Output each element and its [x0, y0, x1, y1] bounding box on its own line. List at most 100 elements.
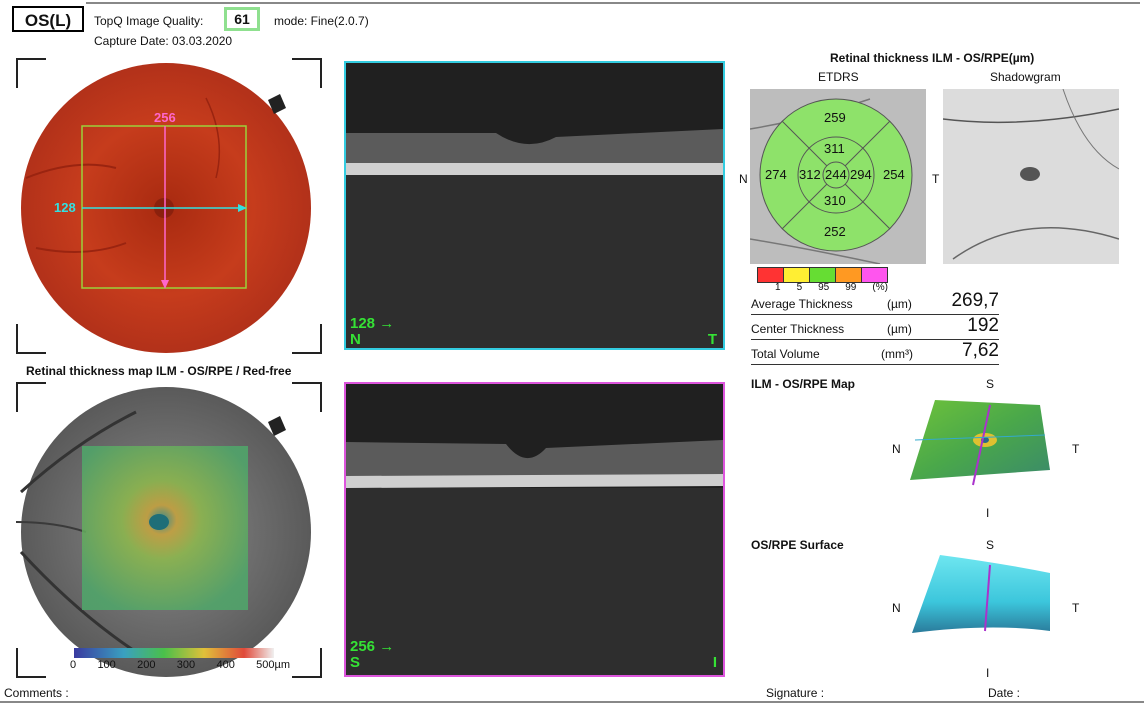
- measurement-value: 7,62: [962, 340, 999, 361]
- map3d-t-label: T: [1072, 442, 1080, 456]
- colorbar-label: 300: [176, 659, 196, 671]
- legend-swatch: [862, 267, 888, 283]
- measurement-label: Total Volume: [751, 347, 820, 361]
- divider: [751, 364, 999, 365]
- map3d-title: ILM - OS/RPE Map: [751, 377, 856, 391]
- surface3d-n-label: N: [892, 601, 901, 615]
- measurements-table: Average Thickness (µm) 269,7 Center Thic…: [751, 290, 999, 365]
- etdrs-label: ETDRS: [818, 70, 859, 84]
- legend-label: 1: [775, 282, 781, 293]
- percentile-legend: [757, 267, 888, 283]
- measurement-row: Center Thickness (µm) 192: [751, 315, 999, 339]
- header-divider: [86, 2, 1140, 4]
- bscan1-left-label: N: [350, 331, 361, 348]
- etdrs-outer-nasal: 274: [765, 167, 787, 182]
- etdrs-outer-inferior: 252: [824, 224, 846, 239]
- corner-bracket: [16, 58, 46, 88]
- bscan1-marker: 128 →: [350, 315, 395, 332]
- shadowgram-t-label: T: [932, 172, 940, 186]
- legend-label: 99: [845, 282, 857, 293]
- eye-label: OS(L): [12, 6, 84, 32]
- etdrs-inner-temporal: 294: [850, 167, 872, 182]
- fundus-h-marker: 256: [154, 110, 176, 125]
- map3d-i-label: I: [986, 506, 990, 520]
- legend-label: 95: [818, 282, 830, 293]
- bscan-vertical: 256 → S I: [344, 382, 725, 677]
- legend-label: 5: [796, 282, 803, 293]
- bscan-horizontal: 128 → N T: [344, 61, 725, 350]
- etdrs-n-label: N: [739, 172, 748, 186]
- measurement-unit: (µm): [887, 322, 912, 336]
- legend-swatch: [810, 267, 836, 283]
- map-panel-title: Retinal thickness map ILM - OS/RPE / Red…: [26, 364, 292, 378]
- surface3d-s-label: S: [986, 538, 995, 552]
- corner-bracket: [292, 324, 322, 354]
- signature-label: Signature :: [766, 686, 825, 700]
- colorbar-label: 500µm: [256, 659, 290, 671]
- etdrs-inner-superior: 311: [824, 141, 845, 156]
- measurement-value: 269,7: [951, 290, 999, 311]
- colorbar-label: 0: [70, 659, 77, 671]
- etdrs-outer-superior: 259: [824, 110, 846, 125]
- comments-label: Comments :: [4, 686, 69, 700]
- colorbar-label: 100: [97, 659, 116, 671]
- map3d-s-label: S: [986, 377, 995, 391]
- thickness-title: Retinal thickness ILM - OS/RPE(µm): [830, 51, 1035, 65]
- etdrs-grid-graphic: [750, 98, 913, 264]
- measurement-row: Total Volume (mm³) 7,62: [751, 340, 999, 364]
- surface3d-i-label: I: [986, 666, 990, 680]
- divider: [751, 339, 999, 340]
- legend-swatch: [757, 267, 784, 283]
- legend-swatch: [836, 267, 862, 283]
- colorbar-label: 200: [137, 659, 156, 671]
- bscan2-left-label: S: [350, 654, 361, 671]
- map3d-surface: [910, 400, 1050, 486]
- fundus-v-marker: 128: [54, 200, 76, 215]
- measurement-unit: (mm³): [881, 347, 913, 361]
- corner-bracket: [16, 648, 46, 678]
- arrow-right-icon: →: [379, 315, 395, 332]
- bscan2-right-label: I: [712, 654, 717, 671]
- map3d-n-label: N: [892, 442, 901, 456]
- corner-bracket: [292, 648, 322, 678]
- surface3d-t-label: T: [1072, 601, 1080, 615]
- corner-bracket: [16, 324, 46, 354]
- shadowgram-label: Shadowgram: [990, 70, 1061, 84]
- corner-bracket: [292, 58, 322, 88]
- shadowgram-image: [943, 89, 1119, 264]
- measurement-value: 192: [967, 315, 999, 336]
- colorbar-labels: 0 100 200 300 400 500µm: [70, 659, 290, 671]
- etdrs-inner-inferior: 310: [824, 193, 846, 208]
- colorbar-label: 400: [216, 659, 235, 671]
- legend-labels: 1 5 95 99 (%): [775, 282, 888, 293]
- divider: [751, 314, 999, 315]
- redfree-image: [16, 387, 311, 677]
- etdrs-grid: 259 311 274 312 244 294 254 310 252: [750, 89, 926, 264]
- corner-bracket: [292, 382, 322, 412]
- measurement-label: Average Thickness: [751, 297, 853, 311]
- measurement-row: Average Thickness (µm) 269,7: [751, 290, 999, 314]
- fundus-image: [21, 63, 311, 353]
- bscan-horizontal-image: [346, 63, 723, 348]
- measurement-unit: (µm): [887, 297, 912, 311]
- arrow-right-icon: →: [379, 638, 395, 655]
- corner-bracket: [16, 382, 46, 412]
- bscan2-marker: 256 →: [350, 638, 395, 655]
- bscan1-right-label: T: [707, 331, 717, 348]
- surface3d-title: OS/RPE Surface: [751, 538, 844, 552]
- quality-label: TopQ Image Quality:: [94, 14, 204, 28]
- etdrs-inner-nasal: 312: [799, 167, 821, 182]
- measurement-label: Center Thickness: [751, 322, 845, 336]
- bscan-vertical-image: [346, 384, 723, 675]
- mode-label: mode: Fine(2.0.7): [274, 14, 369, 28]
- redfree-panel: 0 100 200 300 400 500µm: [16, 382, 322, 678]
- quality-value: 61: [224, 7, 260, 31]
- date-label: Date :: [988, 686, 1021, 700]
- surface3d-graphic: [912, 555, 1050, 633]
- capture-date: Capture Date: 03.03.2020: [94, 34, 233, 48]
- legend-label: (%): [872, 282, 888, 293]
- etdrs-outer-temporal: 254: [883, 167, 905, 182]
- thickness-colorbar: [74, 648, 274, 658]
- etdrs-center: 244: [825, 167, 847, 182]
- legend-swatch: [784, 267, 810, 283]
